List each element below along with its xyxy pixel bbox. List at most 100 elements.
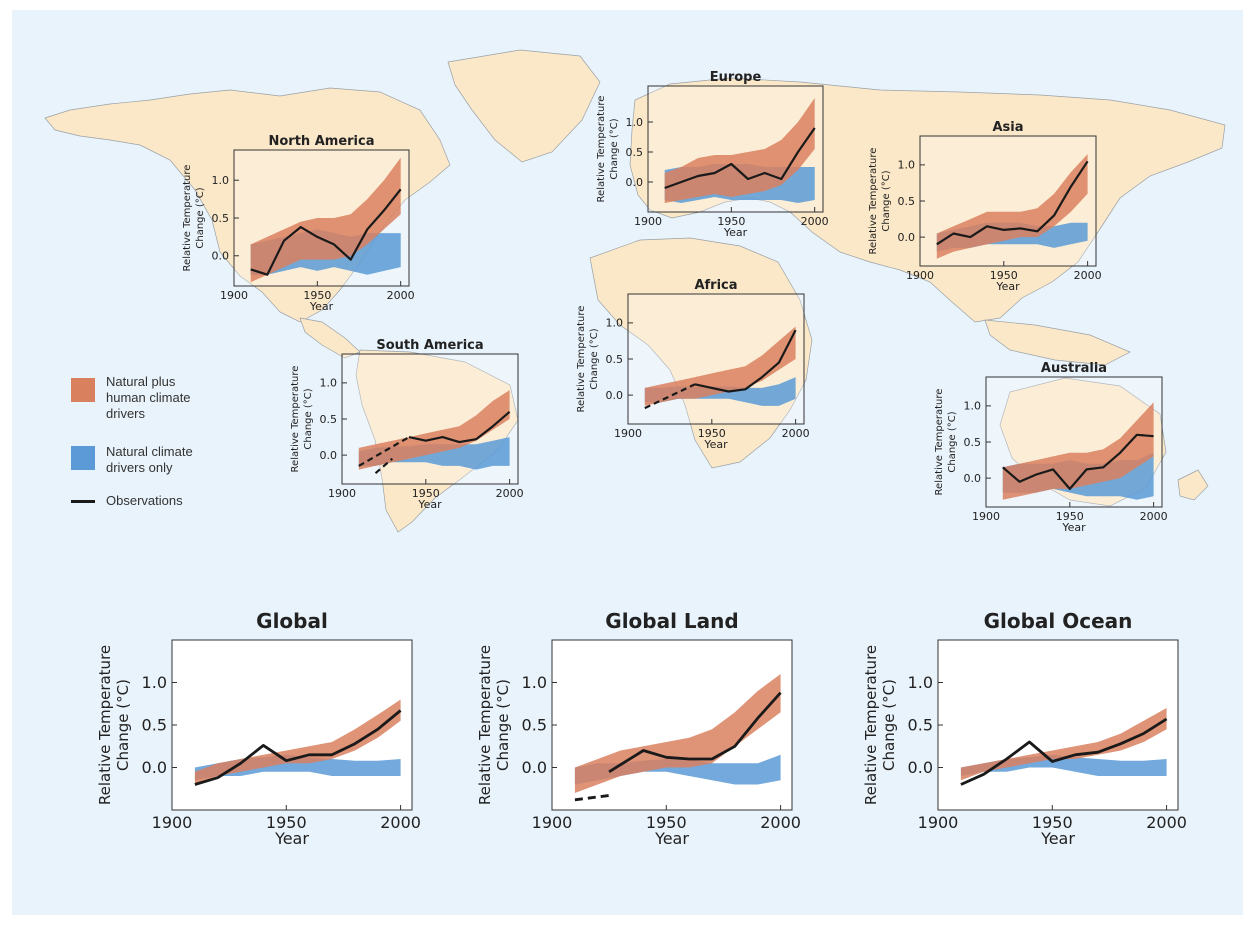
y-tick-label: 0.0 [626, 176, 644, 189]
y-tick-label: 1.0 [142, 673, 167, 692]
y-tick-label: 1.0 [898, 159, 916, 172]
y-tick-label: 0.5 [212, 212, 230, 225]
x-tick-label: 1900 [532, 813, 573, 832]
x-tick-label: 1950 [266, 813, 307, 832]
x-tick-label: 1950 [1032, 813, 1073, 832]
y-tick-label: 0.0 [212, 250, 230, 263]
x-tick-label: 1950 [412, 487, 440, 500]
x-tick-label: 2000 [387, 289, 415, 302]
x-axis-label: Year [417, 498, 442, 511]
band-natural-plus-human [250, 157, 401, 283]
x-tick-label: 2000 [1146, 813, 1187, 832]
chart-title: Global Ocean [984, 609, 1133, 633]
x-axis-label: Year [274, 829, 309, 848]
y-axis-label-line: Relative Temperature [934, 389, 945, 496]
y-tick-label: 0.5 [522, 716, 547, 735]
chart-europe: 0.0 0.5 1.0 1900 1950 2000 Year Relative Temper… [596, 70, 829, 239]
chart-title: Global Land [605, 609, 738, 633]
legend-line: drivers [106, 406, 146, 421]
band-natural-plus-human [644, 326, 796, 406]
y-tick-label: 1.0 [212, 174, 230, 187]
band-natural-plus-human [936, 154, 1088, 259]
y-axis-label-line: Relative Temperature [290, 366, 301, 473]
chart-title: Africa [694, 278, 737, 293]
observations-line [664, 127, 816, 190]
chart-title: Global [256, 609, 328, 633]
x-axis-label: Year [309, 300, 334, 313]
x-tick-label: 1900 [972, 510, 1000, 523]
y-tick-label: 1.0 [626, 116, 644, 129]
y-axis-label-line: Change (°C) [589, 328, 600, 389]
x-tick-label: 1950 [717, 215, 745, 228]
y-axis-label-line: Relative Temperature [96, 645, 114, 805]
x-tick-label: 2000 [801, 215, 829, 228]
y-tick-label: 0.5 [606, 353, 624, 366]
y-axis-label-line: Change (°C) [303, 388, 314, 449]
y-axis-label-line: Change (°C) [195, 187, 206, 248]
y-tick-label: 0.5 [898, 195, 916, 208]
landmass-southeast-asia [984, 319, 1131, 366]
band-natural-only [358, 437, 510, 470]
y-axis-label: Relative TemperatureChange (°C) [862, 645, 898, 805]
band-natural-plus-human [358, 390, 510, 470]
x-tick-label: 2000 [1140, 510, 1168, 523]
x-tick-label: 2000 [760, 813, 801, 832]
observations-line [194, 709, 402, 786]
y-tick-label: 0.5 [908, 716, 933, 735]
legend-swatch-natural-only [71, 446, 95, 470]
x-tick-label: 1900 [328, 487, 356, 500]
chart-title: Australia [1041, 361, 1107, 376]
legend-line: Natural climate [106, 444, 193, 459]
y-axis-label-line: Change (°C) [947, 411, 958, 472]
legend-line: Natural plus [106, 374, 176, 389]
y-axis-label-line: Relative Temperature [182, 165, 193, 272]
x-tick-label: 2000 [782, 427, 810, 440]
legend-line: human climate [106, 390, 191, 405]
x-tick-label: 1950 [646, 813, 687, 832]
band-natural-plus-human [194, 699, 401, 785]
y-tick-label: 0.0 [898, 231, 916, 244]
observations-line [936, 160, 1089, 246]
observations-line [608, 691, 782, 773]
x-tick-label: 1900 [614, 427, 642, 440]
chart-north-america: 0.0 0.5 1.0 1900 1950 2000 Year Relative Temper… [182, 134, 415, 313]
band-natural-plus-human [960, 708, 1167, 781]
y-tick-label: 0.5 [964, 436, 982, 449]
y-tick-label: 0.0 [142, 758, 167, 777]
band-natural-only [574, 754, 781, 785]
x-tick-label: 1950 [990, 269, 1018, 282]
legend-line: drivers only [106, 460, 173, 475]
y-axis-label: Relative TemperatureChange (°C) [476, 645, 512, 805]
landmass-central-america [299, 317, 361, 359]
x-axis-label: Year [995, 280, 1020, 293]
band-natural-plus-human [574, 674, 781, 793]
chart-title: South America [376, 338, 483, 353]
x-tick-label: 2000 [380, 813, 421, 832]
y-tick-label: 0.5 [626, 146, 644, 159]
chart-global-ocean: 0.0 0.5 1.0 1900 1950 2000 Year Relative Temper… [862, 609, 1187, 848]
y-axis-label-line: Change (°C) [881, 170, 892, 231]
y-tick-label: 1.0 [320, 377, 338, 390]
x-tick-label: 1900 [220, 289, 248, 302]
y-tick-label: 0.5 [320, 413, 338, 426]
x-tick-label: 1900 [906, 269, 934, 282]
plot-frame [647, 85, 824, 213]
y-axis-label-line: Relative Temperature [596, 96, 607, 203]
x-axis-label: Year [723, 226, 748, 239]
y-axis-label-line: Change (°C) [494, 679, 512, 771]
chart-south-america: 0.0 0.5 1.0 1900 1950 2000 Year Relative Temper… [290, 338, 524, 511]
y-axis-label-line: Change (°C) [880, 679, 898, 771]
x-tick-label: 1900 [152, 813, 193, 832]
y-axis-label-line: Relative Temperature [862, 645, 880, 805]
observations-line [408, 410, 511, 444]
legend-label-observations: Observations [106, 493, 183, 508]
observations-line [960, 717, 1168, 786]
chart-title: Europe [710, 70, 762, 85]
x-axis-label: Year [1040, 829, 1075, 848]
observations-dashed-line [374, 457, 394, 475]
